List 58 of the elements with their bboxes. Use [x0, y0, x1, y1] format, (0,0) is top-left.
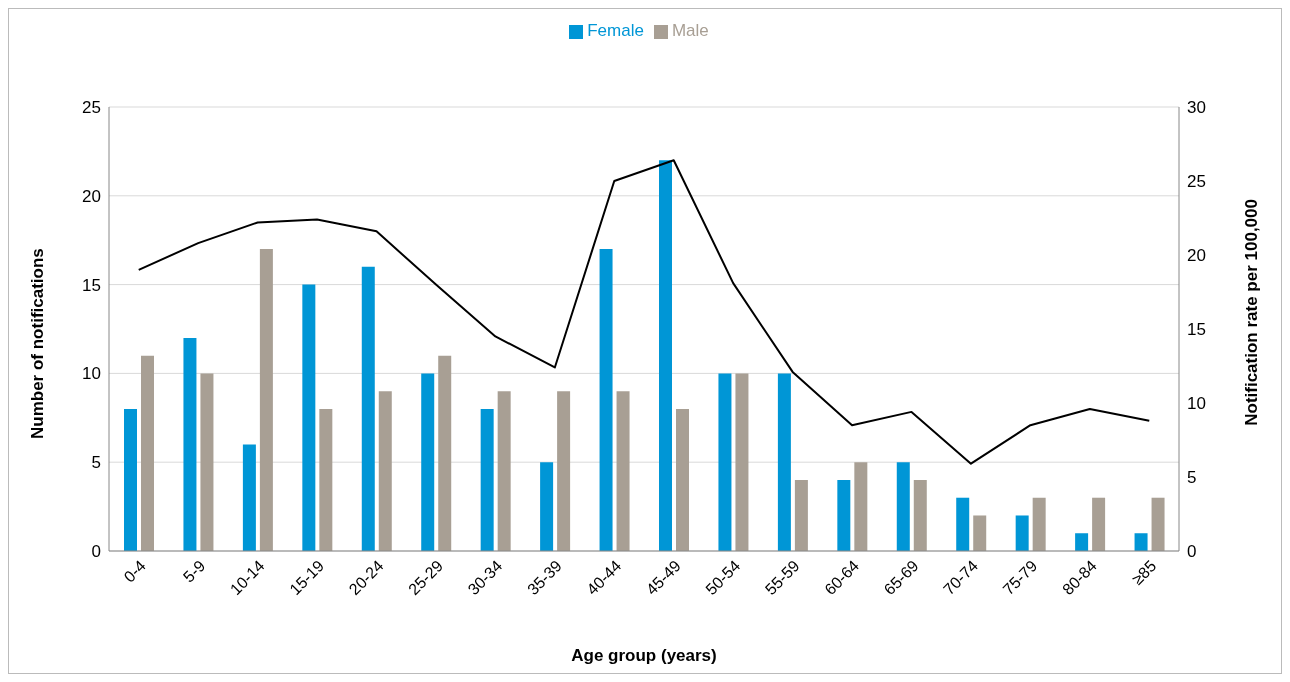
- bar: [124, 408, 137, 551]
- bar: [1092, 497, 1106, 551]
- bar: [913, 479, 927, 551]
- bar: [378, 391, 392, 551]
- bar: [259, 249, 273, 551]
- y-tick-label: 10: [82, 364, 101, 384]
- x-tick-label: ≥85: [1128, 557, 1160, 588]
- bar: [557, 391, 571, 551]
- y2-tick-label: 5: [1187, 468, 1197, 488]
- y2-tick-label: 15: [1187, 320, 1206, 340]
- bar: [735, 373, 749, 551]
- y2-tick-label: 25: [1187, 172, 1206, 192]
- x-axis-title: Age group (years): [571, 646, 717, 665]
- y2-tick-label: 10: [1187, 394, 1206, 414]
- bar: [777, 373, 791, 551]
- bar: [1134, 533, 1148, 551]
- bar: [616, 391, 630, 551]
- x-tick-label: 0-4: [120, 557, 149, 586]
- y-tick-label: 5: [91, 453, 101, 473]
- bar: [896, 462, 910, 551]
- bar: [956, 497, 970, 551]
- bar: [438, 355, 452, 551]
- bar: [1032, 497, 1046, 551]
- y-tick-label: 25: [82, 98, 101, 118]
- y2-tick-label: 30: [1187, 98, 1206, 118]
- y-tick-label: 15: [82, 275, 101, 295]
- bar: [854, 462, 868, 551]
- bar: [200, 373, 214, 551]
- bar: [718, 373, 732, 551]
- y2-axis-title: Notification rate per 100,000: [1242, 199, 1262, 426]
- bar: [497, 391, 511, 551]
- y2-tick-label: 20: [1187, 246, 1206, 266]
- bar: [319, 408, 333, 551]
- bar: [421, 373, 435, 551]
- bar: [659, 160, 672, 551]
- bar: [480, 408, 494, 551]
- line-series: [137, 159, 1151, 465]
- y-axis-title: Number of notifications: [28, 248, 48, 439]
- bar: [141, 355, 154, 551]
- y2-tick-label: 0: [1187, 542, 1197, 562]
- bar: [1015, 515, 1029, 551]
- legend-label: Male: [671, 21, 709, 40]
- y-tick-label: 0: [91, 542, 101, 562]
- x-tick-label: 5-9: [179, 557, 209, 586]
- bar: [361, 266, 375, 551]
- bar: [837, 479, 851, 551]
- bar: [973, 515, 987, 551]
- y-tick-label: 20: [82, 186, 101, 206]
- bar: [242, 444, 256, 551]
- bar: [599, 249, 613, 551]
- bar: [1151, 497, 1165, 551]
- bar: [794, 479, 808, 551]
- bar: [302, 284, 316, 551]
- bar: [183, 337, 197, 551]
- legend-label: Female: [587, 21, 644, 40]
- bar: [1075, 533, 1089, 551]
- bar: [676, 408, 689, 551]
- bar: [540, 462, 554, 551]
